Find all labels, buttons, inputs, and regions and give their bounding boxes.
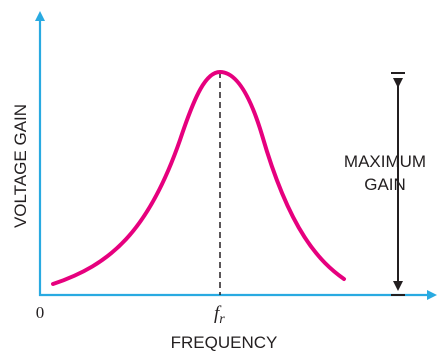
- resonant-frequency-label-main: f: [214, 303, 222, 324]
- maximum-gain-label-line2: GAIN: [364, 175, 406, 194]
- x-axis-label: FREQUENCY: [171, 333, 278, 352]
- resonance-curve: [51, 69, 346, 286]
- resonant-frequency-label: fr: [214, 303, 225, 327]
- maximum-gain-label-line1: MAXIMUM: [344, 152, 426, 171]
- resonant-frequency-label-sub: r: [219, 312, 225, 327]
- y-axis-label: VOLTAGE GAIN: [11, 104, 30, 228]
- origin-label: 0: [36, 303, 45, 322]
